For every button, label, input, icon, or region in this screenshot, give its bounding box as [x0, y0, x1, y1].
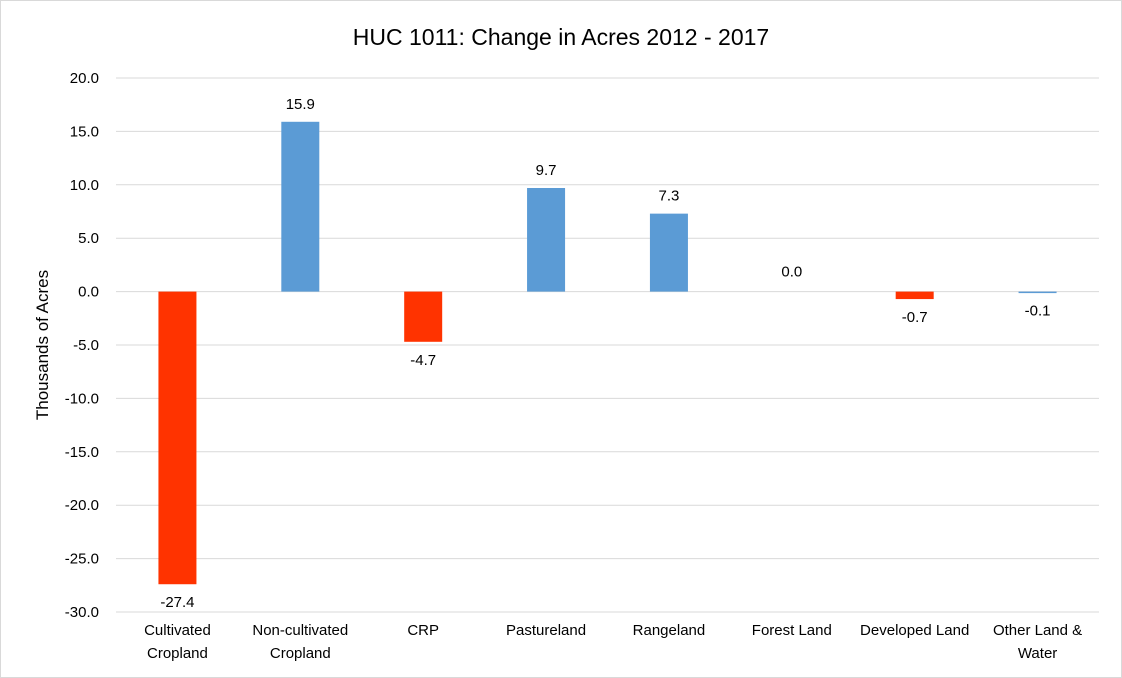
y-tick-label: -20.0	[65, 497, 99, 514]
bar	[527, 188, 566, 292]
bars	[158, 121, 1057, 585]
x-tick-label: Pastureland	[506, 622, 586, 639]
x-tick-label: Cropland	[147, 645, 208, 662]
data-label: 15.9	[286, 96, 315, 113]
data-label: -0.1	[1025, 303, 1051, 320]
y-tick-label: 10.0	[70, 177, 99, 194]
y-axis-ticks: 20.0 15.0 10.0 5.0 0.0 -5.0 -10.0 -15.0 -20.0 -25…	[65, 70, 99, 621]
y-tick-label: -30.0	[65, 604, 99, 621]
y-tick-label: 20.0	[70, 70, 99, 87]
data-label: 0.0	[781, 264, 802, 281]
data-label: -27.4	[160, 594, 194, 611]
y-tick-label: 15.0	[70, 123, 99, 140]
y-axis-label: Thousands of Acres	[33, 270, 52, 420]
y-tick-label: -10.0	[65, 390, 99, 407]
x-axis-ticks: Cultivated Cropland Non-cultivated Cropland…	[144, 622, 1082, 662]
x-tick-label: Rangeland	[633, 622, 706, 639]
data-label: 9.7	[536, 162, 557, 179]
bar	[895, 291, 934, 300]
x-tick-label: Cropland	[270, 645, 331, 662]
y-tick-label: -25.0	[65, 551, 99, 568]
y-tick-label: 0.0	[78, 284, 99, 301]
data-label: -4.7	[410, 352, 436, 369]
bar	[404, 291, 443, 342]
chart-title: HUC 1011: Change in Acres 2012 - 2017	[353, 24, 769, 50]
y-tick-label: 5.0	[78, 230, 99, 247]
data-label: -0.7	[902, 309, 928, 326]
bar	[158, 291, 197, 585]
y-tick-label: -15.0	[65, 444, 99, 461]
bar	[281, 121, 320, 292]
x-tick-label: Non-cultivated	[252, 622, 348, 639]
x-tick-label: Other Land &	[993, 622, 1082, 639]
bar	[1018, 291, 1057, 294]
data-label: 7.3	[659, 188, 680, 205]
x-tick-label: Cultivated	[144, 622, 211, 639]
x-tick-label: Water	[1018, 645, 1057, 662]
x-tick-label: Forest Land	[752, 622, 832, 639]
bar	[649, 213, 688, 292]
y-tick-label: -5.0	[73, 337, 99, 354]
x-tick-label: CRP	[407, 622, 439, 639]
data-labels: -27.4 15.9 -4.7 9.7 7.3 0.0 -0.7 -0.1	[160, 96, 1050, 611]
gridlines	[116, 77, 1099, 613]
x-tick-label: Developed Land	[860, 622, 969, 639]
